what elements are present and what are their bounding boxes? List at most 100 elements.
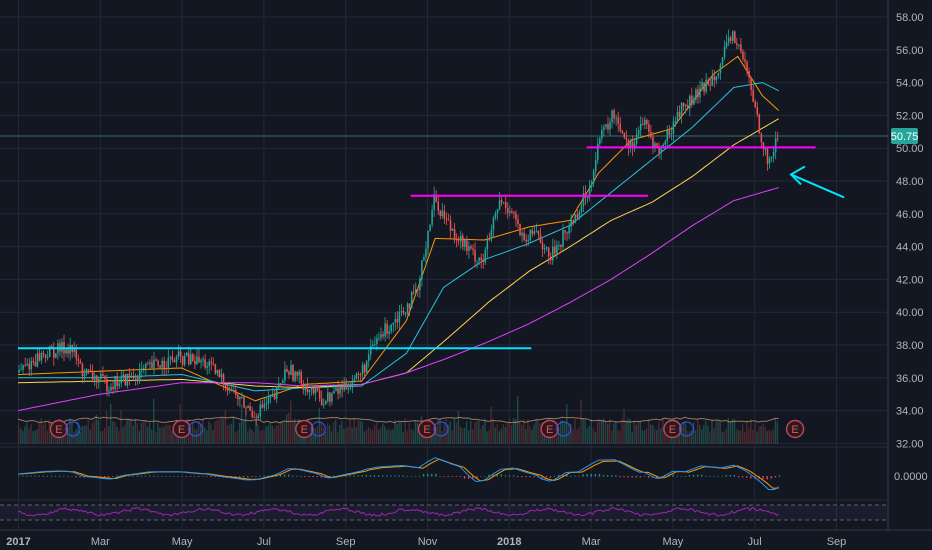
drawn-levels [18,146,845,350]
macd-histogram-bar [185,476,188,477]
volume-bar [604,421,607,444]
candle-body [519,223,521,236]
volume-bar [592,428,595,444]
macd-histogram-bar [304,476,306,477]
candle-body [666,130,669,142]
volume-bar [737,430,740,444]
candle-body [433,194,435,210]
candle-body [108,390,110,392]
macd-histogram-bar [521,476,523,478]
candle-body [349,387,352,389]
volume-bar [97,420,100,444]
candle-body [772,151,775,157]
volume-bar [283,421,286,444]
volume-bar [735,429,738,444]
candle-body [93,375,96,380]
volume-bar [566,404,568,444]
macd-histogram-bar [283,474,286,477]
candle-body [466,239,468,251]
volume-bar [44,421,47,444]
volume-bar [619,431,621,444]
macd-histogram-bar [672,474,674,477]
candle-body [672,121,675,134]
volume-bar [500,428,503,444]
macd-histogram-bar [390,475,392,477]
candle-body [351,381,354,388]
candle-body [38,353,41,361]
macd-histogram-bar [602,475,605,477]
macd-histogram-bar [349,475,351,477]
candle-body [102,374,104,377]
macd-histogram-bar [308,476,310,477]
candle-body [106,378,108,392]
candle-body [32,360,35,363]
volume-bar [99,431,102,444]
candle-body [345,383,347,390]
candle-body [419,279,421,291]
volume-bar [365,430,368,444]
macd-histogram-bar [553,475,556,477]
volume-bar [498,431,501,444]
candle-body [249,405,251,411]
volume-bar [332,422,335,444]
candle-body [504,202,507,208]
candle-body [130,376,133,378]
macd-histogram-bar [406,475,408,477]
volume-bar [623,408,625,444]
macd-histogram-bar [112,476,114,477]
candle-body [517,219,519,224]
volume-bar [696,418,699,444]
macd-histogram-bar [488,474,490,477]
volume-bar [594,431,597,444]
volume-bar [339,424,341,444]
volume-bar [572,429,574,444]
candle-body [292,365,294,381]
candle-body [357,373,360,375]
volume-bar [148,422,151,444]
volume-bar [490,406,492,444]
earnings-marker-circle [540,419,559,439]
macd-histogram-bar [206,476,208,477]
volume-bar [255,419,257,444]
macd-histogram-bar [418,475,421,477]
earnings-marker-circle [172,419,191,439]
volume-bar [112,421,114,444]
candle-body [417,289,419,291]
macd-histogram-bar [140,475,143,477]
candle-body [216,369,219,374]
candle-body [586,197,589,199]
volume-bar [163,427,165,444]
volume-bar [484,418,486,444]
macd-histogram-bar [353,475,355,477]
macd-histogram-bar [18,476,20,477]
candle-body [18,369,20,373]
volume-bar [559,420,562,444]
volume-bar [406,431,408,444]
candle-body [220,374,223,378]
macd-histogram-bar [238,476,241,478]
volume-bar [639,421,642,444]
volume-bar [263,430,265,444]
candle-body [253,416,255,418]
candle-body [288,371,290,375]
volume-bar [531,429,533,444]
volume-bar [103,427,106,444]
candle-body [588,186,591,198]
volume-bar [285,414,288,444]
candle-body [48,346,51,358]
earnings-marker-circle [785,419,805,439]
candle-body [36,353,39,367]
volume-bar [120,409,122,444]
volume-bar [210,423,212,444]
candle-body [128,373,131,378]
volume-bar [224,410,226,444]
volume-bar [447,424,449,444]
macd-histogram-bar [529,476,531,478]
volume-bar [474,422,476,444]
candle-body [316,386,319,391]
candle-body [633,143,636,149]
volume-bar [600,420,603,444]
macd-histogram-bar [30,475,32,477]
candle-body [230,389,233,392]
